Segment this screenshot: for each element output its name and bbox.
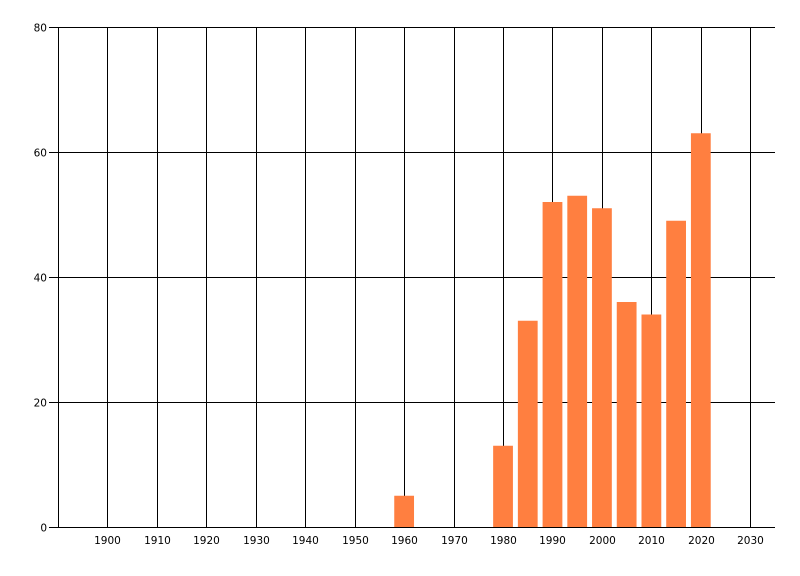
gridlines xyxy=(49,27,775,528)
bar-2005 xyxy=(616,302,637,527)
bar-1985 xyxy=(517,320,538,527)
bar-1990 xyxy=(542,202,563,527)
tick-labels: 0 20 40 60 80 1900 1910 1920 1930 1940 1950 1960 197… xyxy=(34,23,764,548)
bar-2020 xyxy=(690,133,711,527)
x-tick-label: 2030 xyxy=(737,535,764,547)
x-tick-label: 1980 xyxy=(490,535,517,547)
x-tick-label: 1990 xyxy=(539,535,566,547)
bar-1995 xyxy=(567,195,588,527)
x-tick-label: 2000 xyxy=(589,535,616,547)
y-tick-label: 20 xyxy=(34,398,47,410)
axes xyxy=(49,27,775,528)
y-tick-label: 0 xyxy=(40,523,47,535)
x-tick-label: 2020 xyxy=(688,535,715,547)
bars xyxy=(394,133,711,527)
bar-2010 xyxy=(641,314,662,527)
bar-2000 xyxy=(592,208,612,527)
x-tick-label: 1950 xyxy=(342,535,369,547)
x-tick-label: 1910 xyxy=(144,535,171,547)
bar-1960 xyxy=(394,495,415,527)
y-tick-label: 60 xyxy=(34,148,47,160)
x-tick-label: 1930 xyxy=(243,535,270,547)
y-tick-label: 80 xyxy=(34,23,47,35)
x-tick-label: 1920 xyxy=(193,535,220,547)
y-tick-label: 40 xyxy=(34,273,47,285)
x-tick-label: 2010 xyxy=(638,535,665,547)
bar-1980 xyxy=(493,445,513,527)
bar-2015 xyxy=(666,220,686,527)
x-tick-label: 1960 xyxy=(391,535,418,547)
x-tick-label: 1900 xyxy=(94,535,121,547)
x-tick-label: 1970 xyxy=(441,535,468,547)
x-tick-label: 1940 xyxy=(292,535,319,547)
